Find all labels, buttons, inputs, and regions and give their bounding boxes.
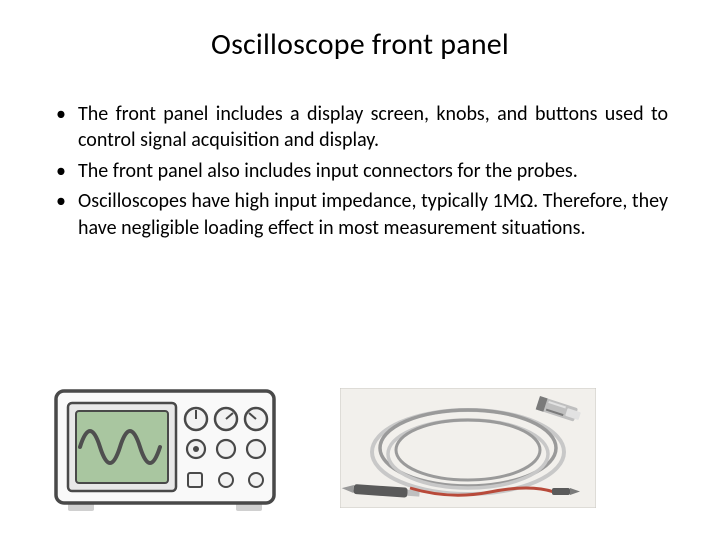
bullet-item: The front panel includes a display scree… — [52, 101, 668, 154]
probe-photo — [340, 388, 596, 508]
images-row — [50, 378, 670, 518]
scope-button — [188, 473, 202, 487]
scope-knob-dot — [193, 446, 199, 452]
bullet-item: Oscilloscopes have high input impedance,… — [52, 188, 668, 241]
slide-title: Oscilloscope front panel — [0, 26, 720, 63]
bullet-item: The front panel also includes input conn… — [52, 158, 668, 184]
slide: Oscilloscope front panel The front panel… — [0, 26, 720, 540]
oscilloscope-illustration — [50, 383, 280, 513]
bullet-list: The front panel includes a display scree… — [52, 101, 668, 241]
